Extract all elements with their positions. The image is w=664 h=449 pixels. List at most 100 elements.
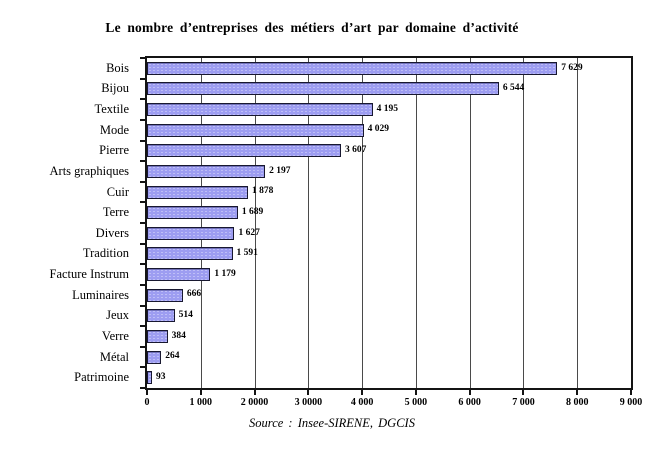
y-axis-tick [140,387,145,389]
bar-row-pierre: 3 607 [147,141,631,162]
y-axis-tick [140,345,145,348]
value-label-bois: 7 629 [561,62,583,73]
y-axis-tick [140,180,145,183]
x-axis-tick-5000 [414,390,417,395]
y-axis-tick [140,304,145,307]
y-axis-tick [140,57,145,59]
category-label-cuir: Cuir [106,184,129,199]
value-label-patrimoine: 93 [156,371,166,382]
category-label-bois: Bois [106,60,129,75]
x-axis-label-4000: 4 000 [350,397,374,408]
bar-row-divers: 1 627 [147,223,631,244]
x-axis-label-1000: 1 000 [189,397,213,408]
value-label-textile: 4 195 [376,103,398,114]
bar-bois [147,61,558,75]
category-label-arts-graphiques: Arts graphiques [49,163,130,178]
category-label-tradition: Tradition [82,246,129,261]
y-axis-tick [140,98,145,101]
bar-row-luminaires: 666 [147,285,631,306]
category-label-terre: Terre [102,205,129,220]
x-axis-label-9000: 9 000 [619,397,643,408]
value-label-verre: 384 [171,330,186,341]
value-label-terre: 1 689 [241,206,264,217]
x-axis-label-5000: 5 000 [404,397,428,408]
bar-row-facture-instrum: 1 179 [147,264,631,285]
x-axis-label-7000: 7 000 [512,397,535,408]
value-label-divers: 1 627 [238,227,260,238]
bar-terre [147,206,238,220]
bar-mode [147,123,364,137]
value-label-luminaires: 666 [186,289,202,300]
bar-row-tradition: 1 591 [147,244,631,265]
value-label-arts-graphiques: 2 197 [269,165,291,176]
y-axis-tick [140,263,145,266]
bar-divers [147,226,235,240]
y-axis-tick [140,160,145,163]
bar-tradition [147,247,233,261]
bar-row-patrimoine: 93 [147,367,631,388]
gridline-4000 [362,58,364,388]
category-label-metal: Métal [99,349,129,364]
y-axis-tick [140,325,145,328]
bar-row-verre: 384 [147,326,631,347]
category-label-facture-instrum: Facture Instrum [49,267,130,282]
bar-row-bijou: 6 544 [147,79,631,100]
bar-row-mode: 4 029 [147,120,631,141]
category-label-patrimoine: Patrimoine [74,370,129,385]
y-axis-tick [140,283,145,286]
bar-bijou [147,82,499,96]
gridline-1000 [200,58,202,388]
bar-metal [147,350,162,364]
x-axis: 0 1 000 2 0000 3 0000 4 000 5 000 6 000 7 000 8 … [144,390,642,414]
y-axis-tick [140,366,145,369]
category-label-textile: Textile [94,102,129,117]
x-axis-tick-3000 [307,390,310,395]
y-axis-tick [140,139,145,142]
x-axis-label-8000: 8 000 [565,397,589,408]
x-axis-tick-0 [146,390,148,395]
x-axis-label-3000: 3 0000 [294,397,323,408]
y-axis-labels: Bois Bijou Textile Mode Pierre Arts graphique… [0,58,138,388]
value-label-metal: 264 [165,351,180,362]
chart-title: Le nombre d’entreprises des métiers d’ar… [105,20,519,35]
bar-pierre [147,144,341,158]
value-label-jeux: 514 [178,310,193,321]
gridline-3000 [308,58,310,388]
bar-row-textile: 4 195 [147,99,631,120]
bar-row-terre: 1 689 [147,202,631,223]
y-axis-tick [140,222,145,224]
value-label-pierre: 3 607 [344,145,367,156]
y-axis-tick [140,242,145,245]
bar-patrimoine [147,371,152,385]
gridline-2000 [254,58,256,388]
category-label-mode: Mode [99,122,129,137]
category-label-luminaires: Luminaires [72,287,129,302]
y-axis-tick [140,118,145,121]
x-axis-label-2000: 2 0000 [240,397,269,408]
bar-row-arts-graphiques: 2 197 [147,161,631,182]
bar-row-metal: 264 [147,347,631,368]
category-label-bijou: Bijou [101,81,129,96]
x-axis-tick-1000 [199,390,202,395]
category-label-verre: Verre [101,328,129,343]
category-label-pierre: Pierre [99,143,129,158]
gridline-6000 [469,58,471,388]
bar-verre [147,329,168,343]
y-axis-tick [140,77,145,80]
bar-jeux [147,309,175,323]
x-axis-label-6000: 6 000 [458,397,481,408]
bar-row-bois: 7 629 [147,58,631,79]
value-label-facture-instrum: 1 179 [214,268,236,279]
bar-arts-graphiques [147,164,266,178]
gridline-5000 [415,58,417,388]
value-label-tradition: 1 591 [236,248,258,259]
x-axis-tick-2000 [253,390,256,395]
bar-facture-instrum [147,268,211,282]
y-axis-tick [140,201,145,204]
x-axis-label-0: 0 [144,397,150,408]
bar-luminaires [147,288,183,302]
bar-row-cuir: 1 878 [147,182,631,203]
gridline-7000 [523,58,525,388]
value-label-mode: 4 029 [367,124,390,135]
